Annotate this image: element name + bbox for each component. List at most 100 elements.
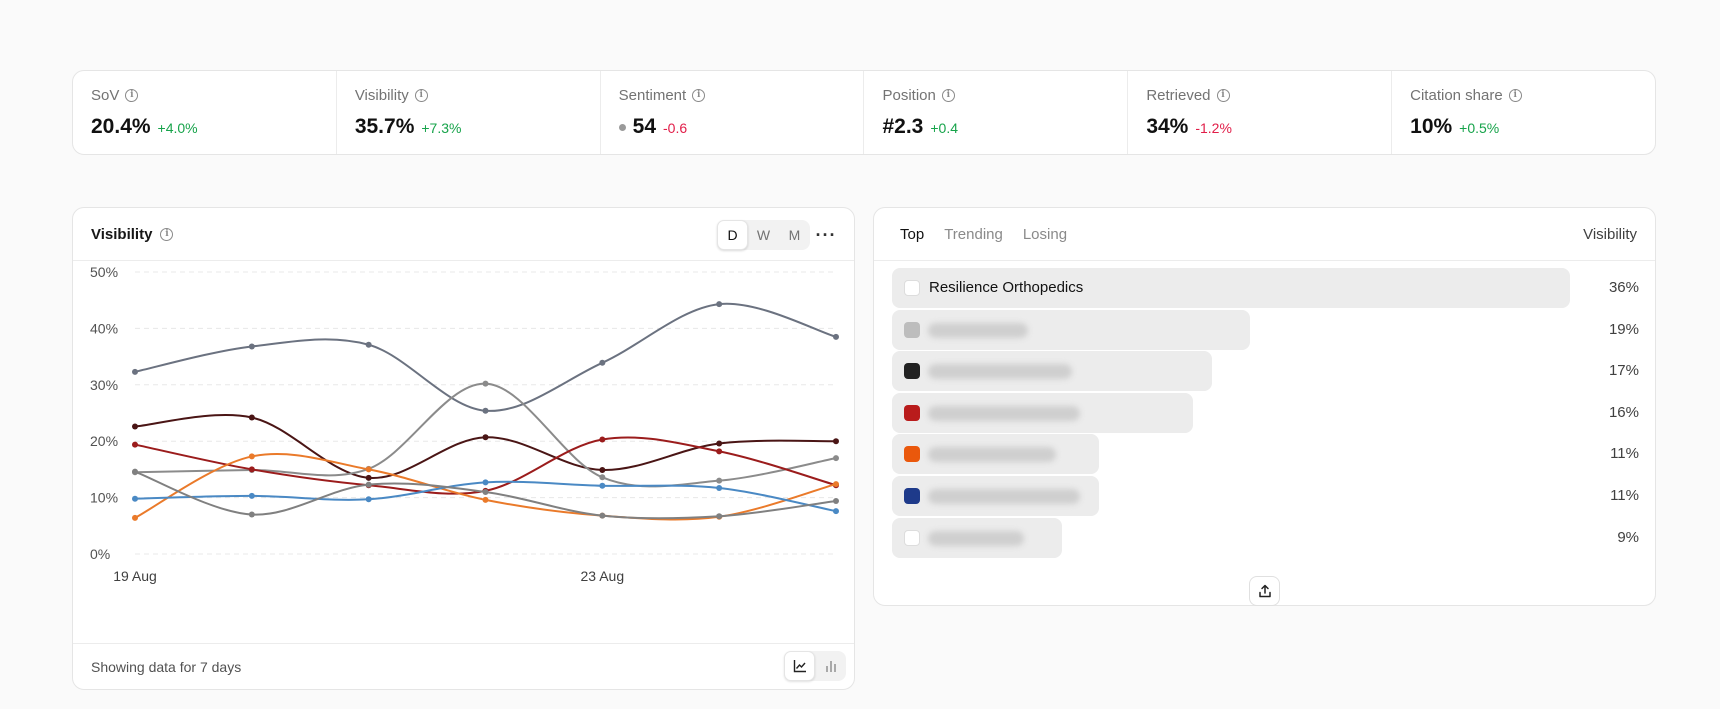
data-point[interactable] bbox=[132, 514, 138, 521]
metric-label: Visibility bbox=[354, 87, 409, 104]
ranking-row[interactable]: 11% bbox=[892, 434, 1639, 475]
info-icon[interactable]: i bbox=[941, 89, 955, 102]
chart-footer: Showing data for 7 days bbox=[73, 643, 854, 689]
info-icon[interactable]: i bbox=[692, 89, 706, 102]
info-icon[interactable]: i bbox=[1216, 89, 1230, 102]
data-point[interactable] bbox=[599, 466, 606, 473]
data-point[interactable] bbox=[132, 468, 138, 475]
ranking-name-redacted bbox=[928, 447, 1056, 463]
data-point[interactable] bbox=[248, 453, 255, 460]
ranking-row[interactable]: 11% bbox=[892, 476, 1639, 516]
bar-chart-view-button[interactable] bbox=[815, 651, 846, 681]
metric-label: Retrieved bbox=[1146, 87, 1211, 104]
series-line[interactable] bbox=[134, 453, 837, 521]
chart-title: Visibility bbox=[91, 225, 153, 243]
info-icon[interactable]: i bbox=[160, 227, 174, 241]
data-point[interactable] bbox=[716, 513, 723, 520]
data-point[interactable] bbox=[365, 481, 372, 488]
data-point[interactable] bbox=[599, 512, 606, 519]
line-chart-icon bbox=[793, 660, 806, 673]
data-point[interactable] bbox=[365, 466, 372, 473]
data-point[interactable] bbox=[365, 341, 372, 348]
series-line[interactable] bbox=[134, 302, 837, 412]
tab-top[interactable]: Top bbox=[900, 225, 925, 243]
data-point[interactable] bbox=[599, 359, 606, 366]
data-point[interactable] bbox=[599, 482, 606, 489]
data-point[interactable] bbox=[482, 488, 489, 495]
info-icon[interactable]: i bbox=[414, 89, 428, 102]
series-line[interactable] bbox=[134, 480, 837, 513]
ranking-value: 19% bbox=[1608, 320, 1639, 338]
visibility-line-chart: 0% 10% 20% 30% 40% 50% 19 Aug 23 Aug bbox=[90, 264, 839, 584]
data-point[interactable] bbox=[716, 301, 723, 308]
data-point[interactable] bbox=[365, 496, 372, 503]
metric-value: 54 bbox=[632, 115, 657, 138]
ranking-row[interactable]: 19% bbox=[892, 309, 1639, 350]
metric-value: 20.4% bbox=[91, 115, 151, 138]
data-point[interactable] bbox=[833, 497, 839, 504]
data-point[interactable] bbox=[716, 485, 723, 492]
data-point[interactable] bbox=[248, 492, 255, 499]
ranking-name: Resilience Orthopedics bbox=[929, 279, 1084, 296]
data-point[interactable] bbox=[716, 440, 723, 447]
data-point[interactable] bbox=[599, 436, 606, 443]
data-point[interactable] bbox=[482, 407, 489, 414]
data-point[interactable] bbox=[482, 380, 489, 387]
metric-sov[interactable]: SoV i 20.4% +4.0% bbox=[73, 71, 337, 154]
ranking-value: 17% bbox=[1608, 362, 1639, 380]
line-chart-view-button[interactable] bbox=[784, 651, 815, 681]
data-point[interactable] bbox=[833, 333, 839, 340]
ranking-row[interactable]: 16% bbox=[892, 392, 1639, 433]
ranking-row[interactable]: 17% bbox=[892, 351, 1639, 392]
data-point[interactable] bbox=[833, 481, 839, 488]
data-point[interactable] bbox=[833, 508, 839, 515]
x-tick-label: 19 Aug bbox=[113, 568, 157, 584]
data-point[interactable] bbox=[833, 438, 839, 445]
data-point[interactable] bbox=[599, 474, 606, 481]
export-button[interactable] bbox=[1249, 576, 1280, 606]
data-point[interactable] bbox=[482, 496, 489, 503]
metric-position[interactable]: Position i #2.3 +0.4 bbox=[864, 71, 1129, 154]
data-point[interactable] bbox=[482, 479, 489, 486]
visibility-chart-card: Visibility i D W M ··· 0% 10% 20% 30% 40% 50%… bbox=[72, 207, 855, 690]
data-point[interactable] bbox=[833, 455, 839, 462]
data-point[interactable] bbox=[132, 495, 138, 502]
chart-footer-text: Showing data for 7 days bbox=[91, 658, 242, 675]
data-point[interactable] bbox=[248, 511, 255, 518]
data-point[interactable] bbox=[132, 368, 138, 375]
data-point[interactable] bbox=[716, 448, 723, 455]
metric-retrieved[interactable]: Retrieved i 34% -1.2% bbox=[1128, 71, 1393, 154]
data-point[interactable] bbox=[248, 466, 255, 473]
data-point[interactable] bbox=[716, 477, 723, 484]
metric-delta: +7.3% bbox=[421, 120, 462, 136]
data-point[interactable] bbox=[248, 414, 255, 421]
data-point[interactable] bbox=[248, 343, 255, 350]
series-line[interactable] bbox=[134, 414, 837, 479]
ranking-bar bbox=[892, 268, 1570, 308]
building-logo-icon bbox=[904, 363, 920, 380]
period-day-button[interactable]: D bbox=[717, 220, 748, 250]
ranking-name-redacted bbox=[928, 405, 1080, 421]
info-icon[interactable]: i bbox=[1508, 89, 1522, 102]
y-tick-label: 20% bbox=[90, 433, 118, 449]
tab-trending[interactable]: Trending bbox=[944, 225, 1003, 243]
data-point[interactable] bbox=[132, 441, 138, 448]
ranking-column-label: Visibility bbox=[1583, 225, 1637, 243]
more-options-button[interactable]: ··· bbox=[815, 224, 837, 245]
ranking-row[interactable]: Resilience Orthopedics 36% bbox=[892, 268, 1639, 308]
ranking-value: 36% bbox=[1608, 279, 1639, 296]
metric-citation-share[interactable]: Citation share i 10% +0.5% bbox=[1392, 71, 1655, 154]
ranking-row[interactable]: 9% bbox=[892, 517, 1639, 558]
y-tick-label: 40% bbox=[90, 320, 118, 336]
data-point[interactable] bbox=[482, 434, 489, 441]
metric-visibility[interactable]: Visibility i 35.7% +7.3% bbox=[337, 71, 601, 154]
data-point[interactable] bbox=[132, 423, 138, 430]
tab-losing[interactable]: Losing bbox=[1022, 225, 1068, 243]
period-month-button[interactable]: M bbox=[788, 227, 801, 243]
data-point[interactable] bbox=[365, 474, 372, 481]
period-week-button[interactable]: W bbox=[756, 227, 771, 243]
o-logo-icon bbox=[904, 488, 920, 504]
shield-logo-icon bbox=[904, 404, 920, 421]
info-icon[interactable]: i bbox=[125, 89, 139, 102]
metric-sentiment[interactable]: Sentiment i 54 -0.6 bbox=[601, 71, 865, 154]
